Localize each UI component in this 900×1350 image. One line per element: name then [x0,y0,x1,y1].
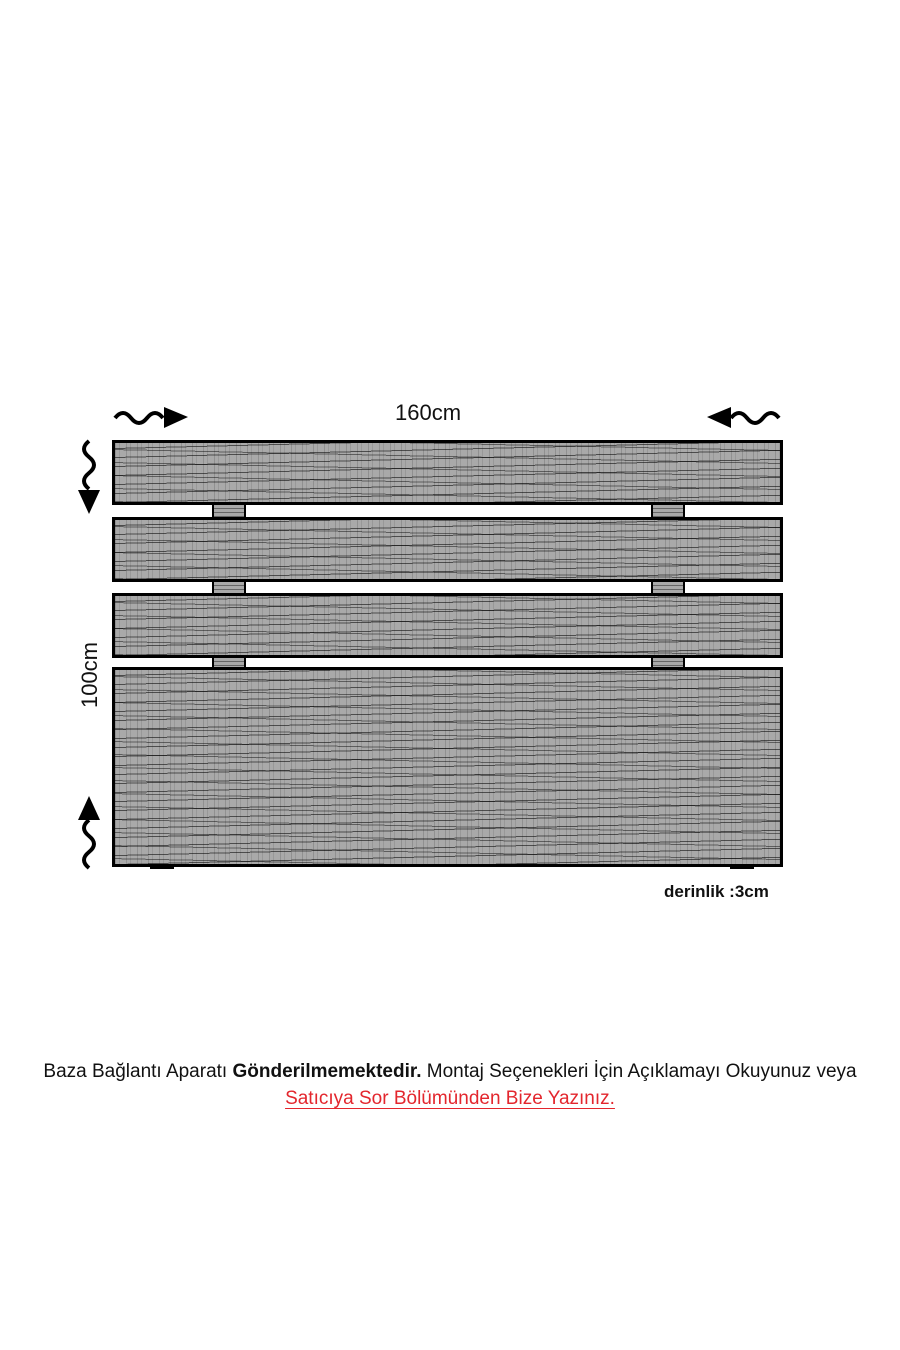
plank-2 [112,517,783,582]
connector [212,580,246,595]
contact-note: Satıcıya Sor Bölümünden Bize Yazınız. [0,1088,900,1110]
connector [651,656,685,669]
plank-4 [112,667,783,867]
foot [150,866,174,869]
wavy-arrow-left-icon [707,407,781,428]
foot [730,866,754,869]
connector [212,503,246,519]
depth-label: derinlik :3cm [664,882,769,901]
connector [212,656,246,669]
note-text: Baza Bağlantı Aparatı [43,1061,233,1082]
wavy-arrow-right-icon [113,407,188,428]
note-text: Montaj Seçenekleri İçin Açıklamayı Okuyu… [421,1061,857,1082]
width-label: 160cm [395,400,462,425]
height-label: 100cm [77,641,102,709]
shipping-note: Baza Bağlantı Aparatı Gönderilmemektedir… [0,1061,900,1083]
plank-1 [112,440,783,505]
ask-seller-link[interactable]: Satıcıya Sor Bölümünden Bize Yazınız. [285,1088,615,1109]
wavy-arrow-up-icon [78,796,100,870]
note-bold-text: Gönderilmemektedir. [232,1061,422,1082]
plank-3 [112,593,783,658]
connector [651,503,685,519]
wavy-arrow-down-icon [78,439,100,514]
connector [651,580,685,595]
